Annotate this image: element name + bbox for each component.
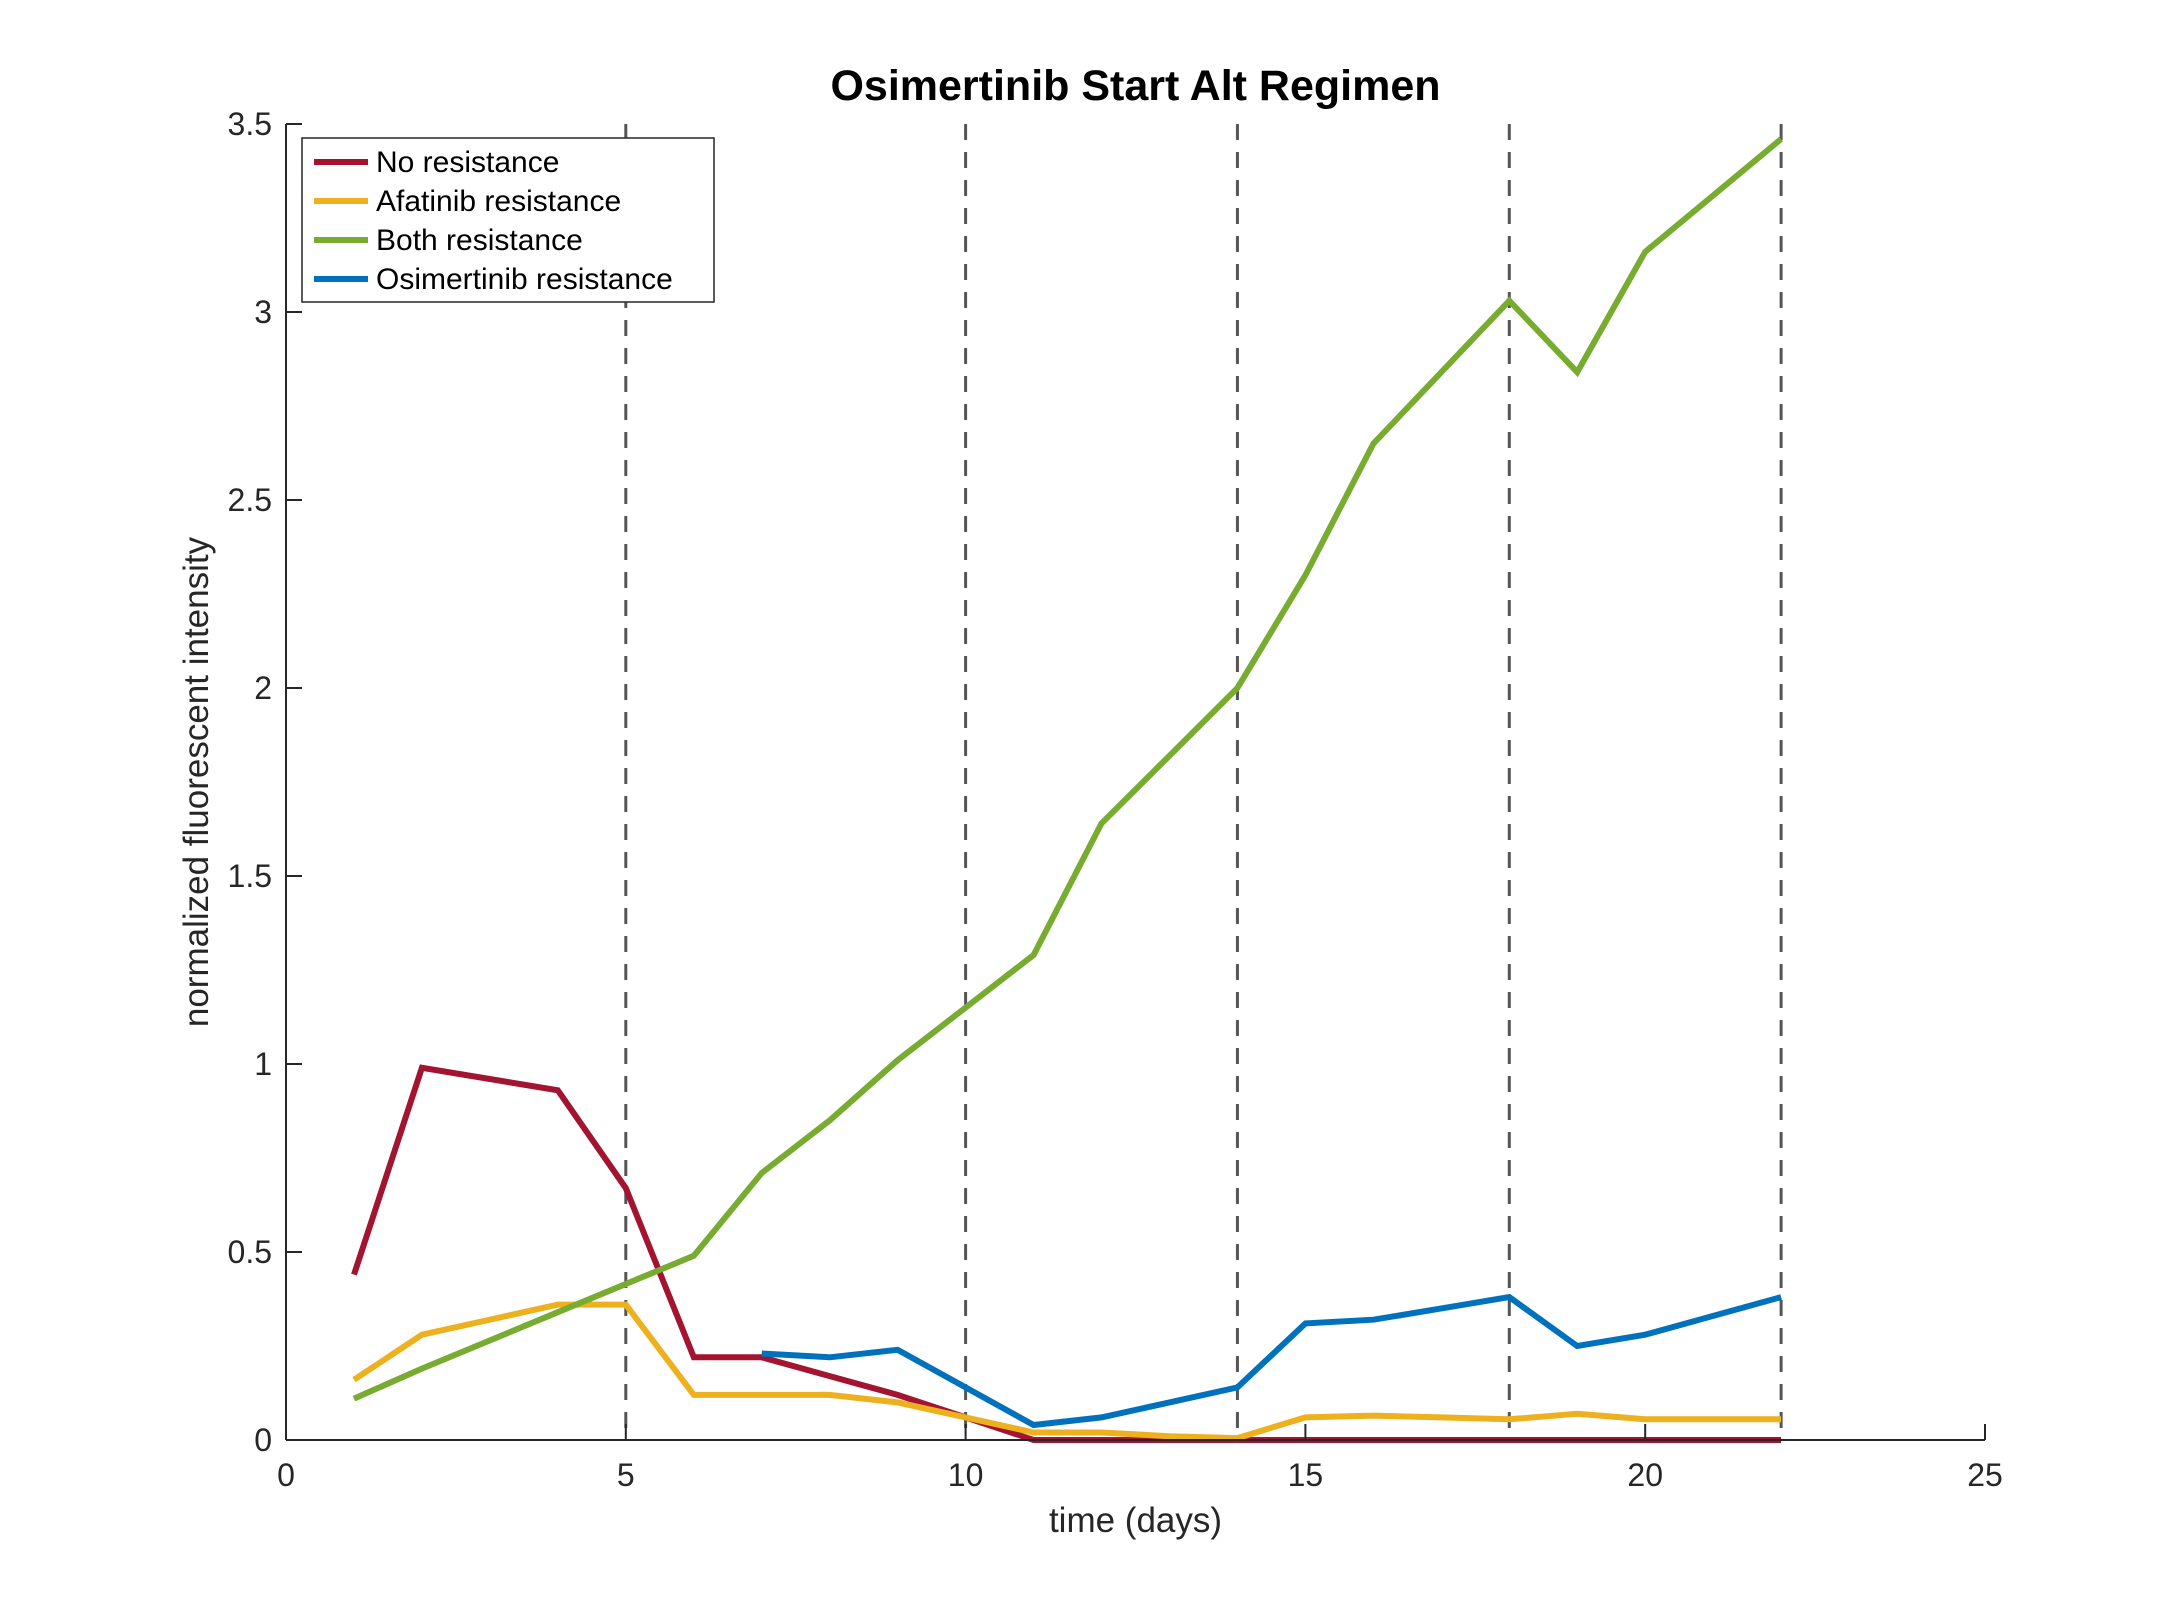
axes: 0 5 10 15 20 25 0 0.5 1 1.5 2 2.5 3 3.5 bbox=[228, 106, 2003, 1493]
y-tick-label: 1 bbox=[254, 1046, 272, 1082]
x-tick-label: 5 bbox=[617, 1457, 635, 1493]
series-line-both-resistance bbox=[352, 136, 1784, 1402]
series-line-osimertinib-resistance bbox=[761, 1293, 1782, 1429]
y-ticks: 0 0.5 1 1.5 2 2.5 3 3.5 bbox=[228, 106, 302, 1458]
series-lines bbox=[351, 136, 1784, 1443]
y-tick-label: 1.5 bbox=[228, 858, 272, 894]
legend-label: Both resistance bbox=[376, 224, 583, 257]
legend-label: Osimertinib resistance bbox=[376, 263, 673, 296]
y-tick-label: 0 bbox=[254, 1422, 272, 1458]
y-axis-label: normalized fluorescent intensity bbox=[177, 536, 216, 1027]
chart-title: Osimertinib Start Alt Regimen bbox=[830, 62, 1440, 110]
y-tick-label: 0.5 bbox=[228, 1234, 272, 1270]
x-ticks: 0 5 10 15 20 25 bbox=[277, 1424, 2003, 1493]
y-tick-label: 2 bbox=[254, 670, 272, 706]
legend: No resistance Afatinib resistance Both res… bbox=[301, 137, 715, 303]
legend-label: Afatinib resistance bbox=[376, 185, 621, 218]
y-tick-label: 3.5 bbox=[228, 106, 272, 142]
x-tick-label: 0 bbox=[277, 1457, 295, 1493]
legend-label: No resistance bbox=[376, 146, 559, 179]
x-tick-label: 25 bbox=[1967, 1457, 2003, 1493]
series-line-no-resistance bbox=[351, 1064, 1782, 1443]
x-tick-label: 15 bbox=[1288, 1457, 1324, 1493]
x-tick-label: 10 bbox=[948, 1457, 984, 1493]
series-line-afatinib-resistance bbox=[352, 1301, 1782, 1442]
y-tick-label: 2.5 bbox=[228, 482, 272, 518]
vertical-marker-lines bbox=[624, 124, 1783, 1440]
y-tick-label: 3 bbox=[254, 294, 272, 330]
x-axis-label: time (days) bbox=[1049, 1501, 1222, 1540]
x-tick-label: 20 bbox=[1627, 1457, 1663, 1493]
legend-box bbox=[301, 137, 715, 303]
legend-entries: No resistance Afatinib resistance Both res… bbox=[314, 146, 673, 296]
